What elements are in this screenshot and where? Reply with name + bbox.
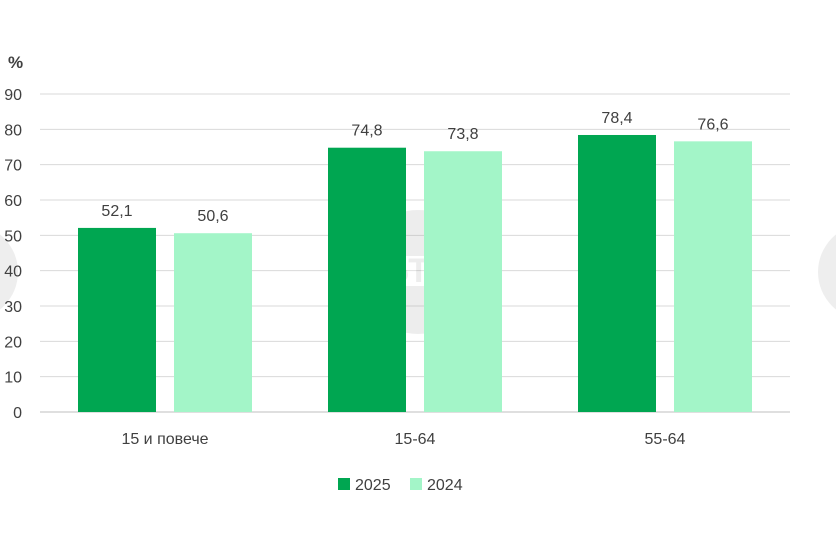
bars (78, 134, 752, 413)
bar-2025 (328, 147, 406, 412)
y-ticks: 0 10 20 30 40 50 60 70 80 90 (4, 87, 22, 422)
data-label: 73,8 (447, 126, 478, 143)
bar-2024 (424, 151, 502, 413)
x-category-label: 15 и повече (121, 431, 208, 448)
y-tick-label: 90 (4, 87, 22, 104)
y-axis-label: % (8, 53, 23, 72)
legend-swatch-2025 (338, 478, 350, 490)
bar-2025 (78, 227, 156, 412)
y-tick-label: 80 (4, 122, 22, 139)
y-tick-label: 70 (4, 158, 22, 175)
data-label: 76,6 (697, 116, 728, 133)
x-category-label: 15-64 (395, 431, 436, 448)
x-categories: 15 и повече 15-64 55-64 (121, 431, 685, 448)
watermark-globe-icon-left (0, 234, 18, 310)
x-category-label: 55-64 (645, 431, 686, 448)
legend-label: 2025 (355, 477, 391, 494)
bar-2024 (674, 141, 752, 412)
watermark-globe-icon-right (818, 234, 836, 310)
y-tick-label: 50 (4, 228, 22, 245)
y-tick-label: 40 (4, 264, 22, 281)
data-label: 74,8 (351, 123, 382, 140)
y-tick-label: 30 (4, 299, 22, 316)
data-label: 78,4 (601, 110, 632, 127)
y-tick-label: 60 (4, 193, 22, 210)
data-label: 52,1 (101, 203, 132, 220)
y-tick-label: 20 (4, 334, 22, 351)
bar-2025 (578, 134, 656, 412)
bar-2024 (174, 233, 252, 412)
legend-label: 2024 (427, 477, 463, 494)
legend-swatch-2024 (410, 478, 422, 490)
y-tick-label: 0 (13, 405, 22, 422)
y-tick-label: 10 (4, 370, 22, 387)
data-labels: 52,1 50,6 74,8 73,8 78,4 76,6 (101, 110, 728, 225)
gridlines (40, 93, 790, 413)
data-label: 50,6 (197, 208, 228, 225)
legend: 2025 2024 (338, 477, 463, 494)
